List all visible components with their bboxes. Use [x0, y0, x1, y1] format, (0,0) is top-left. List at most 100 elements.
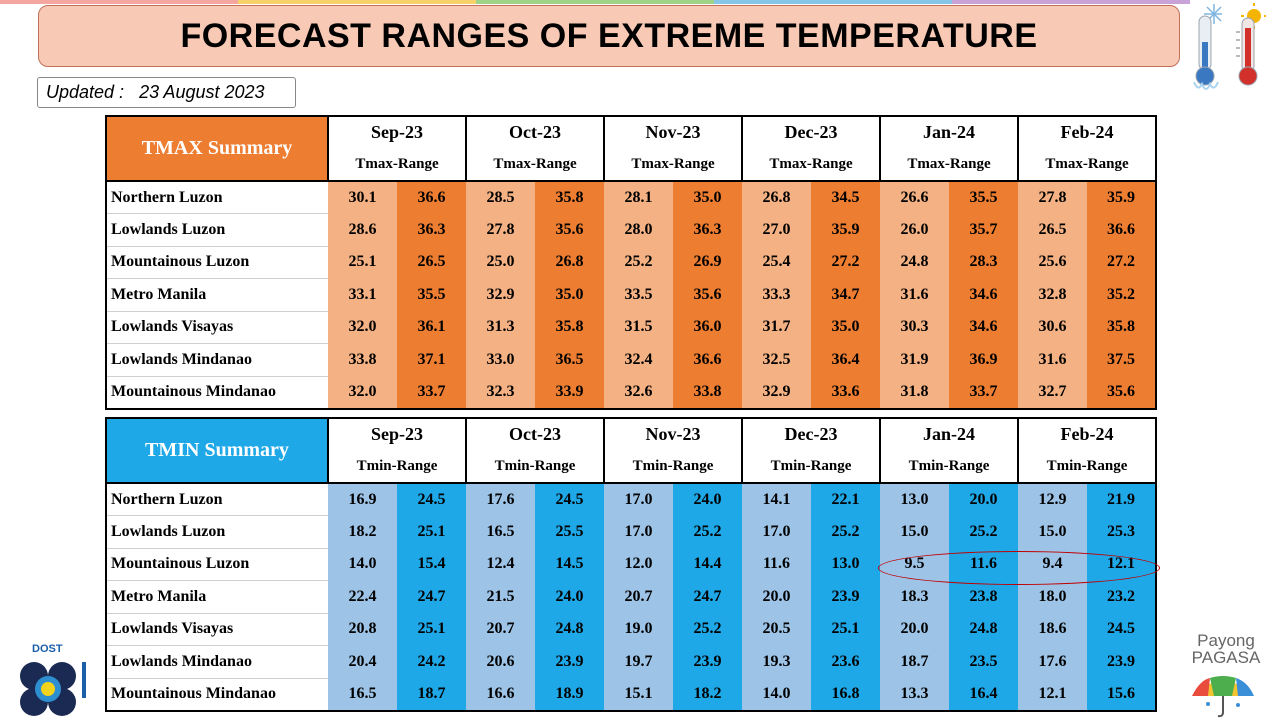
range-header: Tmax-Range — [879, 148, 1018, 182]
range-max-cell: 14.5 — [535, 548, 604, 581]
range-header: Tmin-Range — [741, 450, 880, 484]
month-header: Oct-23 — [465, 417, 604, 450]
range-min-cell: 16.5 — [328, 678, 397, 712]
table-row: Lowlands Luzon 18.2 25.1 16.5 25.5 17.0 25.2 17… — [105, 515, 1157, 549]
range-max-cell: 35.8 — [1087, 311, 1157, 344]
range-max-cell: 35.0 — [535, 278, 604, 311]
month-header: Dec-23 — [741, 115, 880, 148]
range-min-cell: 19.0 — [604, 613, 673, 646]
range-max-cell: 22.1 — [811, 483, 880, 516]
table-row: Northern Luzon 16.9 24.5 17.6 24.5 17.0 24.0 14… — [105, 483, 1157, 516]
range-min-cell: 20.0 — [742, 580, 811, 613]
range-max-cell: 18.9 — [535, 678, 604, 712]
highlight-oval — [878, 551, 1160, 585]
region-label: Mountainous Mindanao — [105, 678, 328, 712]
range-max-cell: 15.6 — [1087, 678, 1157, 712]
range-min-cell: 16.5 — [466, 515, 535, 548]
region-label: Mountainous Mindanao — [105, 376, 328, 410]
range-max-cell: 35.8 — [535, 181, 604, 214]
range-min-cell: 28.0 — [604, 213, 673, 246]
range-max-cell: 24.2 — [397, 645, 466, 678]
month-header: Feb-24 — [1017, 417, 1157, 450]
range-max-cell: 36.4 — [811, 343, 880, 376]
range-min-cell: 14.1 — [742, 483, 811, 516]
range-max-cell: 34.7 — [811, 278, 880, 311]
range-max-cell: 35.9 — [811, 213, 880, 246]
top-color-strip — [0, 0, 1190, 4]
range-min-cell: 20.7 — [466, 613, 535, 646]
range-max-cell: 25.2 — [811, 515, 880, 548]
range-max-cell: 23.9 — [811, 580, 880, 613]
range-max-cell: 27.2 — [1087, 246, 1157, 279]
range-max-cell: 25.3 — [1087, 515, 1157, 548]
range-min-cell: 25.2 — [604, 246, 673, 279]
range-max-cell: 26.9 — [673, 246, 742, 279]
range-header: Tmax-Range — [1017, 148, 1157, 182]
range-max-cell: 18.2 — [673, 678, 742, 712]
range-max-cell: 24.5 — [1087, 613, 1157, 646]
hot-thermometer-icon — [1236, 3, 1266, 86]
range-max-cell: 35.0 — [811, 311, 880, 344]
tmax-summary-table: TMAX Summary Sep-23 Oct-23 Nov-23 Dec-23… — [105, 115, 1157, 410]
range-min-cell: 17.6 — [1018, 645, 1087, 678]
range-min-cell: 31.8 — [880, 376, 949, 410]
range-max-cell: 36.9 — [949, 343, 1018, 376]
updated-date: 23 August 2023 — [139, 82, 265, 102]
range-max-cell: 24.0 — [673, 483, 742, 516]
range-min-cell: 28.6 — [328, 213, 397, 246]
range-max-cell: 16.4 — [949, 678, 1018, 712]
range-min-cell: 25.4 — [742, 246, 811, 279]
range-max-cell: 25.2 — [673, 515, 742, 548]
range-max-cell: 33.8 — [673, 376, 742, 410]
range-max-cell: 23.9 — [1087, 645, 1157, 678]
range-min-cell: 32.8 — [1018, 278, 1087, 311]
range-max-cell: 24.8 — [535, 613, 604, 646]
range-max-cell: 33.9 — [535, 376, 604, 410]
range-max-cell: 21.9 — [1087, 483, 1157, 516]
range-max-cell: 27.2 — [811, 246, 880, 279]
range-min-cell: 19.7 — [604, 645, 673, 678]
range-max-cell: 23.9 — [673, 645, 742, 678]
tmax-summary-header: TMAX Summary — [105, 115, 329, 182]
month-header: Sep-23 — [327, 115, 466, 148]
range-min-cell: 15.0 — [880, 515, 949, 548]
range-min-cell: 25.1 — [328, 246, 397, 279]
table-row: Mountainous Mindanao 32.0 33.7 32.3 33.9 32.6… — [105, 376, 1157, 410]
title-banner: FORECAST RANGES OF EXTREME TEMPERATURE — [38, 5, 1180, 67]
range-max-cell: 36.5 — [535, 343, 604, 376]
range-min-cell: 12.0 — [604, 548, 673, 581]
table-row: Mountainous Mindanao 16.5 18.7 16.6 18.9 15.1… — [105, 678, 1157, 712]
cold-thermometer-icon — [1193, 4, 1222, 90]
range-min-cell: 12.9 — [1018, 483, 1087, 516]
range-min-cell: 19.3 — [742, 645, 811, 678]
table-row: Northern Luzon 30.1 36.6 28.5 35.8 28.1 35.0 26… — [105, 181, 1157, 214]
region-label: Lowlands Visayas — [105, 311, 328, 344]
range-max-cell: 35.2 — [1087, 278, 1157, 311]
region-label: Mountainous Luzon — [105, 548, 328, 581]
region-label: Mountainous Luzon — [105, 246, 328, 279]
range-min-cell: 17.0 — [604, 483, 673, 516]
pagasa-logo: Payong PAGASA — [1176, 632, 1276, 718]
month-header: Nov-23 — [603, 115, 742, 148]
range-max-cell: 13.0 — [811, 548, 880, 581]
range-min-cell: 33.1 — [328, 278, 397, 311]
range-max-cell: 14.4 — [673, 548, 742, 581]
range-max-cell: 36.6 — [1087, 213, 1157, 246]
month-header: Feb-24 — [1017, 115, 1157, 148]
range-max-cell: 23.2 — [1087, 580, 1157, 613]
range-max-cell: 35.5 — [949, 181, 1018, 214]
range-max-cell: 35.6 — [673, 278, 742, 311]
range-max-cell: 35.8 — [535, 311, 604, 344]
pagasa-logo-text: Payong PAGASA — [1191, 631, 1261, 667]
region-label: Lowlands Luzon — [105, 213, 328, 247]
range-max-cell: 36.6 — [673, 343, 742, 376]
region-label: Northern Luzon — [105, 181, 328, 214]
range-header: Tmax-Range — [465, 148, 604, 182]
range-max-cell: 20.0 — [949, 483, 1018, 516]
month-header: Nov-23 — [603, 417, 742, 450]
range-max-cell: 24.7 — [673, 580, 742, 613]
range-min-cell: 16.9 — [328, 483, 397, 516]
range-min-cell: 33.0 — [466, 343, 535, 376]
updated-box: Updated : 23 August 2023 — [37, 77, 296, 108]
range-min-cell: 12.1 — [1018, 678, 1087, 712]
